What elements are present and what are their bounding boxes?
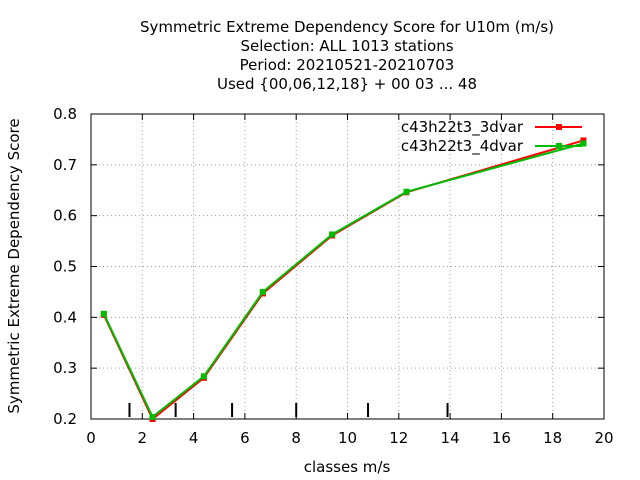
x-tick-label: 16 (492, 429, 511, 447)
chart-title: Symmetric Extreme Dependency Score for U… (140, 18, 554, 93)
data-point (100, 310, 107, 317)
title-line-3: Period: 20210521-20210703 (240, 56, 455, 74)
x-tick-label: 18 (543, 429, 562, 447)
title-line-1: Symmetric Extreme Dependency Score for U… (140, 18, 554, 36)
x-tick-label: 20 (594, 429, 613, 447)
y-tick-label: 0.3 (53, 359, 77, 377)
y-tick-label: 0.5 (53, 258, 77, 276)
y-tick-label: 0.2 (53, 410, 77, 428)
series-line (102, 139, 584, 421)
data-point (580, 140, 587, 147)
legend-swatch-marker (556, 143, 562, 149)
series-line (102, 142, 584, 419)
x-tick-label: 14 (441, 429, 460, 447)
data-point (329, 231, 336, 238)
legend-label: c43h22t3_3dvar (401, 118, 524, 137)
x-tick-label: 0 (86, 429, 96, 447)
y-tick-label: 0.4 (53, 308, 77, 326)
data-point (149, 413, 156, 420)
x-axis-label: classes m/s (304, 458, 391, 476)
y-tick-label: 0.7 (53, 156, 77, 174)
legend-label: c43h22t3_4dvar (401, 137, 524, 156)
x-tick-label: 4 (189, 429, 199, 447)
axis-ticks (90, 113, 605, 420)
legend-swatch-marker (556, 124, 562, 130)
series-1 (100, 137, 587, 422)
y-tick-label: 0.8 (53, 105, 77, 123)
x-tick-label: 10 (338, 429, 357, 447)
x-tick-label: 12 (389, 429, 408, 447)
y-tick-label: 0.6 (53, 207, 77, 225)
title-line-2: Selection: ALL 1013 stations (240, 37, 453, 55)
y-axis-label: Symmetric Extreme Dependency Score (5, 118, 23, 413)
x-tick-label: 8 (291, 429, 301, 447)
data-point (200, 373, 207, 380)
class-boundary-ticks (128, 403, 449, 417)
data-point (403, 188, 410, 195)
title-line-4: Used {00,06,12,18} + 00 03 ... 48 (217, 75, 477, 93)
series-2 (100, 140, 587, 420)
data-point (259, 288, 266, 295)
data-point (580, 137, 587, 144)
x-tick-labels: 0 2 4 6 8 10 12 14 16 18 20 (86, 429, 613, 447)
series (100, 137, 587, 422)
y-tick-labels: 0.2 0.3 0.4 0.5 0.6 0.7 0.8 (53, 105, 77, 428)
x-tick-label: 6 (240, 429, 250, 447)
x-tick-label: 2 (138, 429, 148, 447)
